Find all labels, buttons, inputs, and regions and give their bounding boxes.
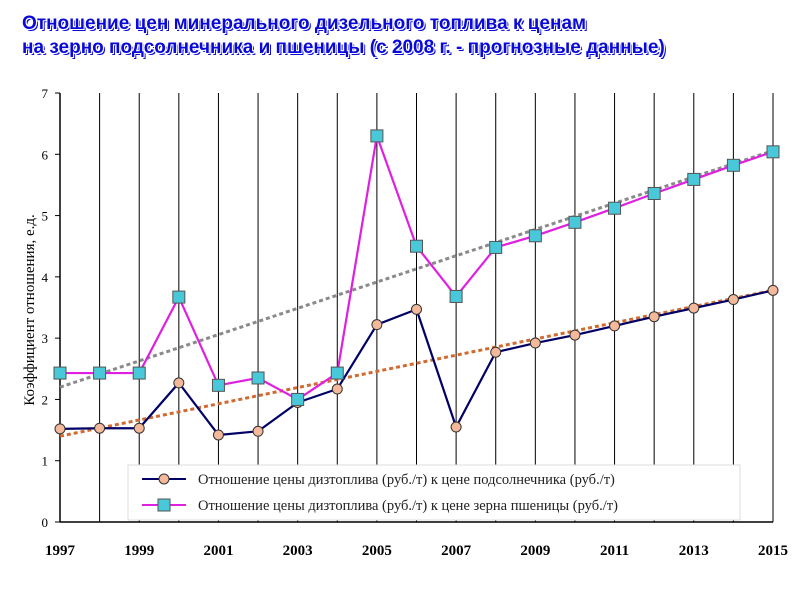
chart-title-line-1: Отношение цен минерального дизельного то… bbox=[22, 13, 587, 34]
point-s1-2012 bbox=[647, 187, 661, 201]
legend-label-wheat: Отношение цены дизтоплива (руб./т) к цен… bbox=[198, 498, 618, 514]
y-tick-label-0: 0 bbox=[42, 515, 49, 530]
point-s1-2006 bbox=[410, 239, 423, 253]
point-s1-1998 bbox=[93, 366, 107, 380]
point-s0-2009 bbox=[529, 337, 541, 349]
point-s0-2006 bbox=[411, 303, 422, 315]
y-tick-labels: 0 1 2 3 4 5 6 7 bbox=[42, 86, 49, 530]
point-s0-1997 bbox=[54, 423, 66, 435]
point-s1-2007 bbox=[449, 289, 463, 303]
point-s0-2011 bbox=[609, 320, 621, 332]
trendline-0 bbox=[59, 288, 774, 438]
point-s1-2014 bbox=[726, 158, 740, 172]
x-tick-labels: 1997 1999 2001 2003 2005 2007 2009 2011 2013 2015 bbox=[45, 543, 788, 559]
legend-marker-wheat bbox=[157, 498, 171, 512]
x-tick-label-2001: 2001 bbox=[203, 543, 233, 559]
x-tick-label-1999: 1999 bbox=[124, 543, 154, 559]
point-s0-2007 bbox=[450, 421, 462, 433]
x-tick-label-2005: 2005 bbox=[362, 543, 392, 559]
legend: Отношение цены дизтоплива (руб./т) к цен… bbox=[127, 464, 741, 521]
point-s0-2015 bbox=[767, 284, 779, 296]
x-tick-label-1997: 1997 bbox=[45, 543, 76, 559]
y-tick-label-7: 7 bbox=[42, 86, 49, 101]
x-tick-label-2003: 2003 bbox=[283, 543, 313, 559]
point-s1-2015 bbox=[766, 145, 780, 159]
point-s1-2000 bbox=[172, 290, 186, 304]
point-s0-1998 bbox=[94, 422, 106, 434]
point-s0-2013 bbox=[688, 302, 700, 314]
y-tick-label-4: 4 bbox=[42, 270, 49, 285]
point-s1-2004 bbox=[330, 366, 344, 380]
point-s0-2008 bbox=[490, 346, 502, 358]
point-s1-2013 bbox=[687, 172, 701, 186]
point-s0-2001 bbox=[212, 429, 224, 441]
point-s0-2014 bbox=[727, 294, 739, 306]
y-tick-label-2: 2 bbox=[42, 392, 49, 407]
point-s1-2005 bbox=[370, 129, 384, 143]
point-s1-2010 bbox=[568, 215, 582, 229]
y-tick-label-6: 6 bbox=[42, 147, 49, 162]
x-tick-label-2007: 2007 bbox=[441, 543, 472, 559]
point-s1-1999 bbox=[132, 366, 146, 380]
y-tick-label-3: 3 bbox=[42, 331, 49, 346]
legend-marker-sunflower bbox=[158, 473, 170, 485]
point-s0-1999 bbox=[133, 422, 145, 434]
point-s0-2000 bbox=[173, 377, 185, 389]
point-s0-2002 bbox=[252, 425, 264, 437]
legend-item-wheat: Отношение цены дизтоплива (руб./т) к цен… bbox=[142, 498, 618, 514]
point-s1-2008 bbox=[489, 240, 503, 254]
point-s0-2010 bbox=[569, 329, 581, 341]
chart-title: Отношение цен минерального дизельного то… bbox=[22, 12, 665, 60]
legend-item-sunflower: Отношение цены дизтоплива (руб./т) к цен… bbox=[142, 472, 615, 488]
x-tick-label-2011: 2011 bbox=[600, 543, 629, 559]
y-axis-label: Коэффициент отношения, е.д. bbox=[22, 214, 38, 406]
y-tick-label-5: 5 bbox=[42, 209, 49, 224]
legend-box bbox=[127, 464, 741, 521]
point-s0-2004 bbox=[331, 383, 343, 395]
x-tick-label-2013: 2013 bbox=[679, 543, 709, 559]
axes bbox=[55, 92, 773, 523]
legend-label-sunflower: Отношение цены дизтоплива (руб./т) к цен… bbox=[198, 472, 615, 488]
y-tick-label-1: 1 bbox=[42, 454, 49, 469]
point-s1-2003 bbox=[291, 392, 305, 406]
point-s0-2012 bbox=[648, 311, 660, 323]
point-s1-2009 bbox=[528, 229, 542, 243]
point-s1-1997 bbox=[53, 366, 67, 380]
chart-title-line-2: на зерно подсолнечника и пшеницы (с 2008… bbox=[22, 37, 665, 58]
point-s0-2005 bbox=[371, 319, 383, 331]
point-s1-2001 bbox=[211, 378, 225, 392]
point-s1-2002 bbox=[251, 371, 265, 385]
x-tick-label-2009: 2009 bbox=[520, 543, 550, 559]
x-tick-label-2015: 2015 bbox=[758, 543, 788, 559]
series-markers bbox=[53, 129, 780, 441]
point-s1-2011 bbox=[608, 201, 622, 215]
